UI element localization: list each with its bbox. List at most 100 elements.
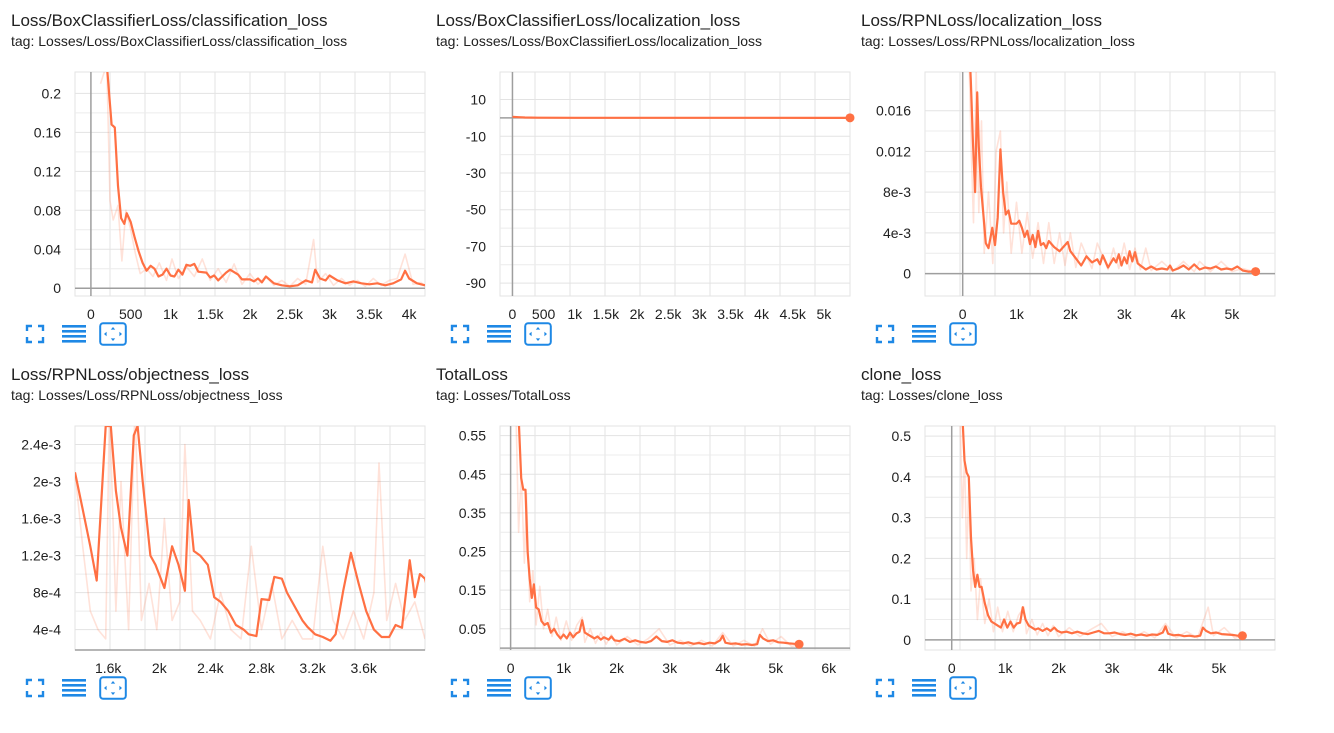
y-tick-label: 1.6e-3 (21, 511, 61, 527)
x-tick-label: 1.6k (95, 660, 122, 676)
smoothed-series-line (106, 72, 425, 288)
fit-domain-icon (524, 322, 552, 346)
expand-button[interactable] (446, 674, 474, 702)
lines-button[interactable] (910, 320, 938, 348)
last-point-marker (1237, 631, 1247, 641)
y-tick-label: 0.45 (459, 466, 486, 482)
y-tick-label: 2e-3 (33, 474, 61, 490)
x-tick-label: 0 (507, 660, 515, 676)
fit-domain-button[interactable] (949, 674, 977, 702)
fit-domain-icon (949, 676, 977, 700)
series-group (99, 72, 425, 288)
lines-button[interactable] (910, 674, 938, 702)
expand-button[interactable] (21, 320, 49, 348)
chart-toolbar (21, 320, 138, 348)
y-tick-label: 0 (903, 266, 911, 282)
smoothed-series-line (75, 426, 425, 642)
series-group (959, 426, 1243, 640)
y-tick-label: 0.012 (876, 143, 911, 159)
y-tick-label: -70 (466, 238, 486, 254)
y-tick-label: -10 (466, 128, 486, 144)
x-tick-label: 4k (754, 306, 770, 322)
x-tick-label: 1.5k (593, 306, 620, 322)
chart-card-clone-loss: clone_loss tag: Losses/clone_loss 0 1k 2k 3… (861, 354, 1286, 709)
y-tick-label: 8e-4 (33, 585, 61, 601)
expand-icon (450, 324, 470, 344)
x-tick-label: 0 (509, 306, 517, 322)
chart-tag: tag: Losses/Loss/BoxClassifierLoss/class… (11, 33, 348, 49)
y-tick-label: 0.4 (892, 469, 912, 485)
x-tick-label: 4.5k (779, 306, 806, 322)
lines-button[interactable] (485, 674, 513, 702)
chart-tag: tag: Losses/Loss/RPNLoss/localization_lo… (861, 33, 1135, 49)
x-tick-label: 500 (532, 306, 556, 322)
line-chart[interactable]: 0 500 1k 1.5k 2k 2.5k 3k 3.5k 4k 4.5k 5k -90 -70 -50 -… (436, 0, 861, 322)
line-chart[interactable]: 0 1k 2k 3k 4k 5k 0 4e-3 8e-3 0.012 0.016 (861, 0, 1286, 322)
x-tick-label: 1k (567, 306, 583, 322)
chart-card-objectness-loss: Loss/RPNLoss/objectness_loss tag: Losses… (11, 354, 436, 709)
x-tick-label: 5k (816, 306, 832, 322)
y-tick-label: 0 (53, 280, 61, 296)
y-tick-label: 0 (903, 632, 911, 648)
x-tick-label: 3k (322, 306, 338, 322)
y-tick-label: 2.4e-3 (21, 437, 61, 453)
expand-icon (25, 678, 45, 698)
lines-icon (487, 324, 511, 344)
y-tick-label: 0.2 (42, 85, 62, 101)
fit-domain-button[interactable] (524, 674, 552, 702)
smoothed-series-line (512, 115, 850, 120)
y-tick-label: 4e-3 (883, 225, 911, 241)
x-tick-label: 4k (402, 306, 418, 322)
x-tick-label: 2k (152, 660, 168, 676)
lines-button[interactable] (60, 320, 88, 348)
raw-series-line (968, 72, 1254, 273)
lines-button[interactable] (485, 320, 513, 348)
expand-button[interactable] (871, 674, 899, 702)
fit-domain-button[interactable] (99, 674, 127, 702)
x-tick-label: 1k (556, 660, 572, 676)
x-tick-label: 2.4k (197, 660, 224, 676)
lines-button[interactable] (60, 674, 88, 702)
fit-domain-button[interactable] (949, 320, 977, 348)
expand-icon (875, 324, 895, 344)
chart-title: Loss/RPNLoss/localization_loss (861, 11, 1102, 30)
expand-button[interactable] (21, 674, 49, 702)
expand-button[interactable] (871, 320, 899, 348)
x-tick-label: 3k (1105, 660, 1121, 676)
chart-toolbar (21, 674, 138, 702)
chart-toolbar (871, 674, 988, 702)
x-tick-label: 2k (609, 660, 625, 676)
smoothed-series-line (517, 426, 800, 647)
last-point-marker (1251, 267, 1261, 277)
line-chart[interactable]: 0 500 1k 1.5k 2k 2.5k 3k 3.5k 4k 0 0.04 0.08 0.12 0.1… (11, 0, 436, 322)
fit-domain-icon (524, 676, 552, 700)
line-chart[interactable]: 1.6k 2k 2.4k 2.8k 3.2k 3.6k 4e-4 8e-4 1.2e-3 1.6e… (11, 354, 436, 676)
chart-card-box-localization-loss: Loss/BoxClassifierLoss/localization_loss… (436, 0, 861, 355)
x-tick-label: 4k (1158, 660, 1174, 676)
y-tick-label: 0.08 (34, 202, 61, 218)
fit-domain-icon (99, 322, 127, 346)
chart-toolbar (446, 674, 563, 702)
chart-title: Loss/BoxClassifierLoss/localization_loss (436, 11, 741, 30)
fit-domain-button[interactable] (524, 320, 552, 348)
x-tick-label: 2.5k (655, 306, 682, 322)
chart-title: Loss/BoxClassifierLoss/classification_lo… (11, 11, 328, 30)
x-tick-label: 3k (1117, 306, 1133, 322)
x-tick-label: 2k (630, 306, 646, 322)
chart-card-rpn-localization-loss: Loss/RPNLoss/localization_loss tag: Loss… (861, 0, 1286, 355)
expand-button[interactable] (446, 320, 474, 348)
y-tick-label: -90 (466, 275, 486, 291)
smoothed-series-line (961, 426, 1243, 638)
y-tick-label: 0.55 (459, 428, 486, 444)
lines-icon (912, 324, 936, 344)
chart-tag: tag: Losses/Loss/BoxClassifierLoss/local… (436, 33, 763, 49)
y-tick-label: 0.25 (459, 544, 486, 560)
line-chart[interactable]: 0 1k 2k 3k 4k 5k 6k 0.05 0.15 0.25 0.35 0.45 0.55 (436, 354, 861, 676)
x-tick-label: 1.5k (197, 306, 224, 322)
line-chart[interactable]: 0 1k 2k 3k 4k 5k 0 0.1 0.2 0.3 0.4 0.5 (861, 354, 1286, 676)
fit-domain-button[interactable] (99, 320, 127, 348)
x-tick-label: 4k (1171, 306, 1187, 322)
fit-domain-icon (99, 676, 127, 700)
lines-icon (487, 678, 511, 698)
y-tick-label: 0.2 (892, 550, 912, 566)
